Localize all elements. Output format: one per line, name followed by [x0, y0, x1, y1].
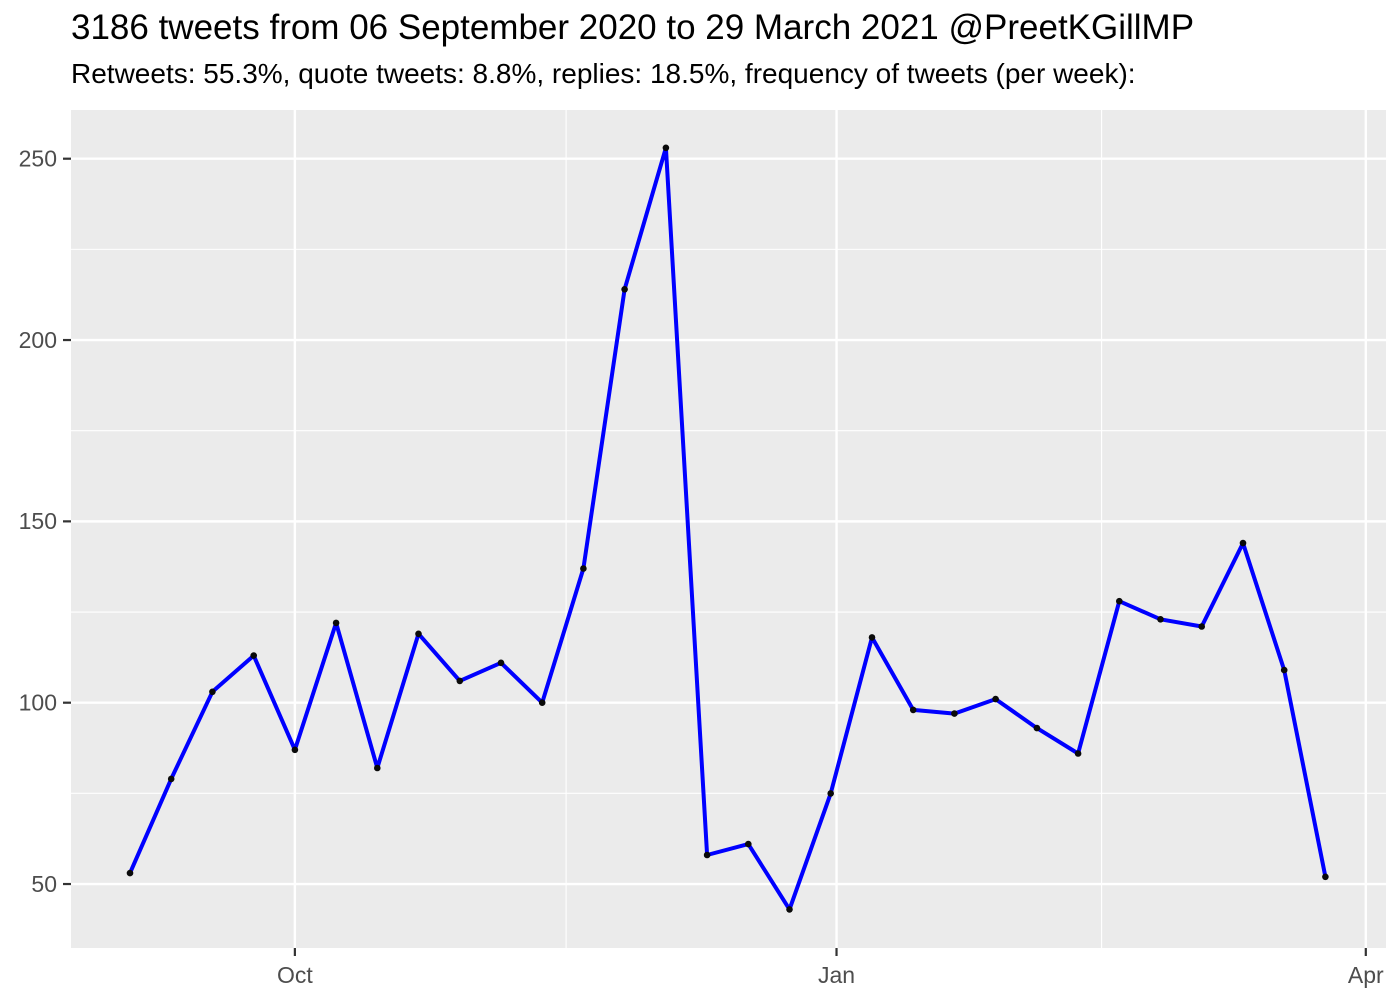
data-point [126, 869, 134, 877]
y-tick-label: 100 [19, 690, 57, 716]
data-point [209, 688, 216, 696]
data-point [786, 906, 793, 913]
y-tick-label: 150 [19, 508, 57, 534]
data-point [167, 775, 175, 783]
y-tick-label: 50 [31, 871, 57, 897]
chart-title: 3186 tweets from 06 September 2020 to 29… [71, 8, 1195, 47]
data-point [1116, 597, 1123, 605]
data-point [951, 710, 958, 717]
y-tick-label: 200 [19, 327, 57, 353]
x-tick-label: Oct [277, 962, 313, 988]
data-point [332, 619, 340, 627]
data-points [126, 144, 1329, 913]
data-point [580, 565, 587, 572]
data-point [909, 706, 917, 714]
data-point [1157, 616, 1164, 623]
data-line [128, 145, 1328, 912]
data-point [456, 677, 464, 685]
data-point [415, 630, 422, 638]
data-point [497, 659, 505, 667]
axis-tick-marks [63, 157, 1367, 956]
data-point [745, 840, 752, 848]
data-point [1033, 724, 1041, 732]
data-point [662, 144, 670, 152]
panel-background [71, 110, 1386, 948]
data-point [703, 851, 711, 859]
data-point [1074, 750, 1082, 757]
major-gridlines [71, 110, 1386, 948]
data-point [538, 699, 546, 706]
data-point [827, 790, 834, 797]
data-point [291, 746, 299, 754]
x-tick-label: Apr [1348, 962, 1384, 988]
data-point [374, 764, 381, 772]
data-point [992, 695, 999, 703]
y-tick-label: 250 [19, 146, 57, 172]
chart-subtitle: Retweets: 55.3%, quote tweets: 8.8%, rep… [71, 58, 1136, 89]
data-point [621, 286, 628, 293]
data-point [868, 634, 876, 641]
data-point [1198, 623, 1205, 630]
minor-gridlines [71, 110, 1386, 948]
x-tick-label: Jan [818, 962, 855, 988]
data-point [1280, 666, 1288, 674]
data-point [1239, 539, 1247, 547]
data-point [1322, 873, 1329, 881]
axis-tick-labels: 50 100 150 200 250 Oct Jan Apr [19, 146, 1384, 988]
data-point [250, 652, 257, 659]
